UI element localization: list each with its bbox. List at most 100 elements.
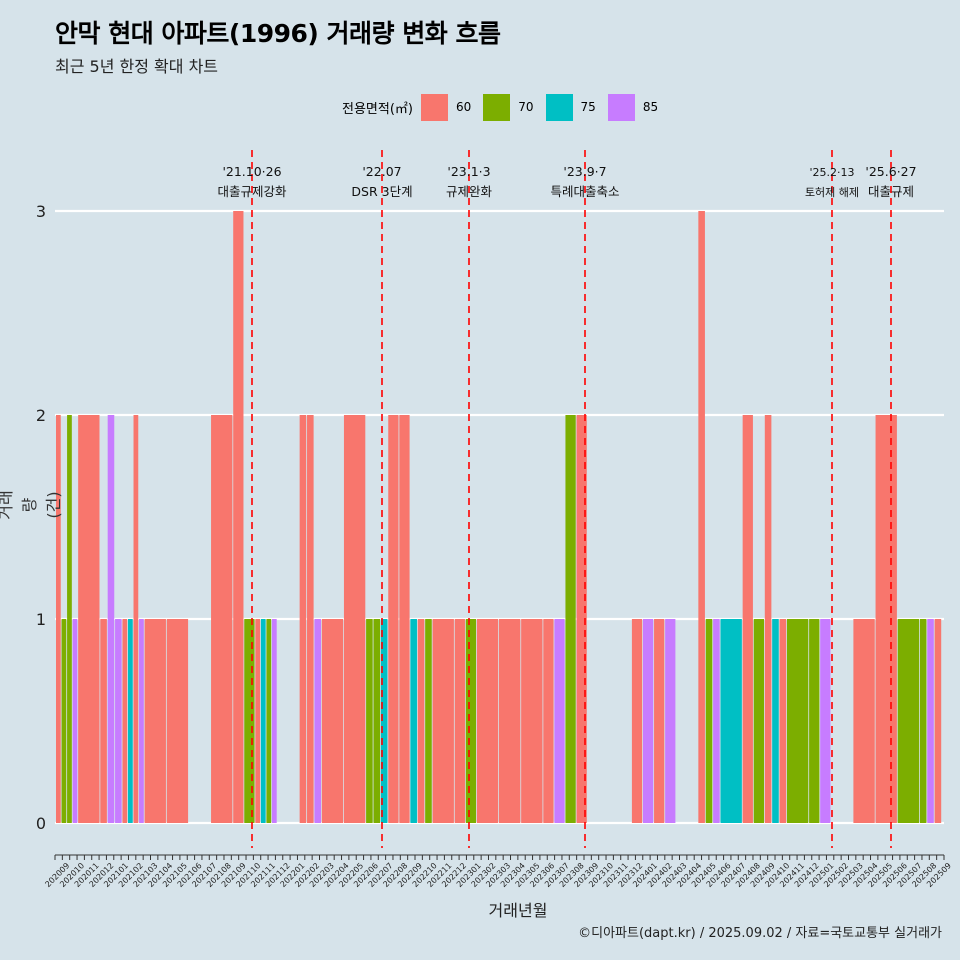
bar [307,415,314,823]
y-tick-label: 2 [36,406,46,425]
event-desc-label: 대출규제 [868,184,914,199]
bar [343,415,366,823]
bar [373,619,381,823]
bar [380,619,388,823]
event-date-label: '25.2·13 [809,166,854,179]
bar [499,619,521,823]
bar [772,619,779,823]
legend-label-85: 85 [642,100,659,114]
bar [233,211,244,823]
bar [410,619,417,823]
bar [554,619,565,823]
y-axis-label: 거래량(건) [0,490,63,520]
bar [321,619,344,823]
bar [698,211,705,823]
bar [100,619,107,823]
bar [78,415,100,823]
legend-swatch-70 [483,93,511,121]
y-tick-label: 1 [36,610,46,629]
x-axis-label: 거래년월 [488,901,548,920]
bar [927,619,934,823]
event-desc-label: 토허제 해제 [805,185,859,199]
event-desc-label: 규제완화 [446,184,493,199]
legend-label-70: 70 [518,100,534,114]
source-caption: ©디아파트(dapt.kr) / 2025.09.02 / 자료=국토교통부 실… [578,926,942,941]
event-desc-label: DSR 3단계 [351,184,412,199]
bar [705,619,713,823]
event-desc-label: 특례대출축소 [550,184,619,199]
legend-swatch-60 [420,93,448,121]
bar [122,619,128,823]
bar [919,619,927,823]
bar [764,415,772,823]
bar [476,619,499,823]
bar [565,415,576,823]
legend-item-75: 75 [545,93,600,121]
bar [255,619,261,823]
bar [934,619,942,823]
bar [454,619,465,823]
bar [786,619,809,823]
bar [67,415,72,823]
bar [166,619,189,823]
event-desc-label: 대출규제강화 [217,184,287,199]
bar [139,619,144,823]
bar [266,619,272,823]
bar [399,415,410,823]
bar [720,619,742,823]
bar [133,415,139,823]
bar [271,619,277,823]
y-tick-label: 3 [36,202,46,221]
bar [654,619,665,823]
bar [260,619,266,823]
bar [115,619,122,823]
legend-title: 전용면적(㎡) [342,101,413,117]
bar [244,619,255,823]
bar [753,619,764,823]
bar [521,619,543,823]
legend-item-85: 85 [607,93,662,121]
bar [61,619,67,823]
event-date-label: '22.07 [362,164,401,179]
bar [631,619,643,823]
bar [432,619,454,823]
bar [107,415,115,823]
event-date-label: '21.10·26 [222,164,281,179]
bar [742,415,753,823]
event-date-label: '23.9·7 [563,164,606,179]
legend-label-75: 75 [580,100,596,114]
bar [144,619,166,823]
bar [875,415,897,823]
bar [543,619,554,823]
bar [779,619,787,823]
bar [897,619,920,823]
legend-swatch-75 [545,93,573,121]
bar [127,619,133,823]
bar [72,619,78,823]
legend-item-60: 60 [420,93,475,121]
legend-item-70: 70 [483,93,537,121]
y-tick-label: 0 [36,814,46,833]
event-date-label: '23.1·3 [447,164,490,179]
bar [314,619,321,823]
bar [417,619,425,823]
bar [211,415,233,823]
bar [820,619,831,823]
bar [713,619,720,823]
legend-swatch-85 [607,93,635,121]
event-date-label: '25.6·27 [865,164,916,179]
bar [809,619,820,823]
bar [465,619,477,823]
bar [576,415,587,823]
bar [665,619,676,823]
legend: 전용면적(㎡) 60 70 75 85 [342,93,670,121]
x-axis-label-wrap: 거래년월 [0,897,960,921]
bar [56,415,61,823]
bar [299,415,307,823]
bar [425,619,432,823]
chart-title: 안막 현대 아파트(1996) 거래량 변화 흐름 [55,19,501,48]
bar [642,619,654,823]
chart-subtitle: 최근 5년 한정 확대 차트 [55,57,219,76]
bar [366,619,373,823]
